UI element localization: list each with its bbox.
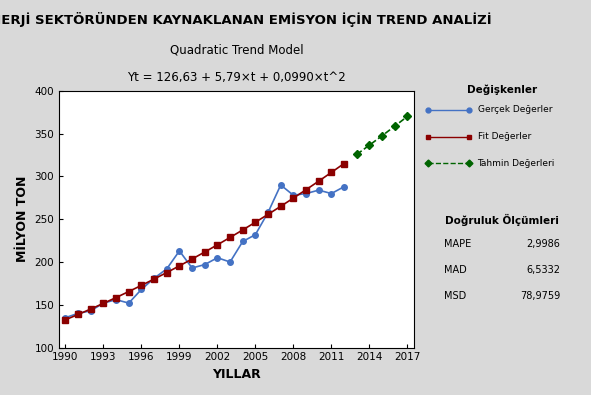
Gerçek Değerler [201,262,208,267]
Fit Değerler [112,295,119,300]
Text: MSD: MSD [444,291,467,301]
Text: Gerçek Değerler: Gerçek Değerler [478,105,552,115]
Gerçek Değerler [252,232,259,237]
Text: MAPE: MAPE [444,239,472,249]
Gerçek Değerler [239,239,246,244]
Gerçek Değerler [100,301,107,305]
Fit Değerler [151,276,158,281]
Gerçek Değerler [125,301,132,305]
Line: Gerçek Değerler: Gerçek Değerler [63,182,347,320]
Text: MAD: MAD [444,265,467,275]
Gerçek Değerler [340,184,348,189]
Text: 78,9759: 78,9759 [520,291,560,301]
Gerçek Değerler [328,191,335,196]
Y-axis label: MİLYON TON: MİLYON TON [16,176,29,262]
Text: Quadratic Trend Model: Quadratic Trend Model [170,43,303,56]
Gerçek Değerler [163,267,170,271]
Fit Değerler [340,161,348,166]
Text: Doğruluk Ölçümleri: Doğruluk Ölçümleri [446,214,559,226]
Gerçek Değerler [87,308,95,313]
Gerçek Değerler [277,182,284,187]
Text: 2,9986: 2,9986 [527,239,560,249]
X-axis label: YILLAR: YILLAR [212,368,261,381]
Tahmin Değerleri [404,114,411,119]
Fit Değerler [214,243,221,247]
Fit Değerler [303,187,310,192]
Fit Değerler [125,289,132,294]
Text: Yt = 126,63 + 5,79×t + 0,0990×t^2: Yt = 126,63 + 5,79×t + 0,0990×t^2 [127,71,346,84]
Fit Değerler [74,312,82,317]
Gerçek Değerler [315,188,322,192]
Fit Değerler [252,220,259,225]
Gerçek Değerler [74,311,82,316]
Gerçek Değerler [138,287,145,292]
Line: Tahmin Değerleri: Tahmin Değerleri [354,114,410,157]
Text: Değişkenler: Değişkenler [467,85,537,95]
Fit Değerler [290,196,297,200]
Line: Fit Değerler: Fit Değerler [63,161,347,323]
Text: 6,5332: 6,5332 [526,265,560,275]
Fit Değerler [226,235,233,240]
Gerçek Değerler [62,315,69,320]
Fit Değerler [201,250,208,254]
Fit Değerler [138,283,145,288]
Gerçek Değerler [290,193,297,198]
Fit Değerler [163,270,170,275]
Fit Değerler [100,301,107,306]
Gerçek Değerler [214,255,221,260]
Fit Değerler [176,263,183,268]
Fit Değerler [315,179,322,184]
Gerçek Değerler [176,248,183,253]
Gerçek Değerler [112,297,119,302]
Tahmin Değerleri [391,124,398,128]
Fit Değerler [265,212,272,217]
Gerçek Değerler [226,260,233,264]
Tahmin Değerleri [366,143,373,148]
Text: Fit Değerler: Fit Değerler [478,132,531,141]
Fit Değerler [87,307,95,311]
Fit Değerler [277,204,284,209]
Text: Tahmin Değerleri: Tahmin Değerleri [478,158,555,167]
Gerçek Değerler [189,265,196,270]
Gerçek Değerler [303,191,310,196]
Fit Değerler [189,257,196,261]
Text: ENERJİ SEKTÖRÜNDEN KAYNAKLANAN EMİSYON İÇİN TREND ANALİZİ: ENERJİ SEKTÖRÜNDEN KAYNAKLANAN EMİSYON İ… [0,12,492,27]
Fit Değerler [239,228,246,232]
Fit Değerler [328,170,335,175]
Gerçek Değerler [265,210,272,215]
Tahmin Değerleri [378,134,385,138]
Fit Değerler [62,318,69,322]
Gerçek Değerler [151,276,158,280]
Tahmin Değerleri [353,152,361,157]
